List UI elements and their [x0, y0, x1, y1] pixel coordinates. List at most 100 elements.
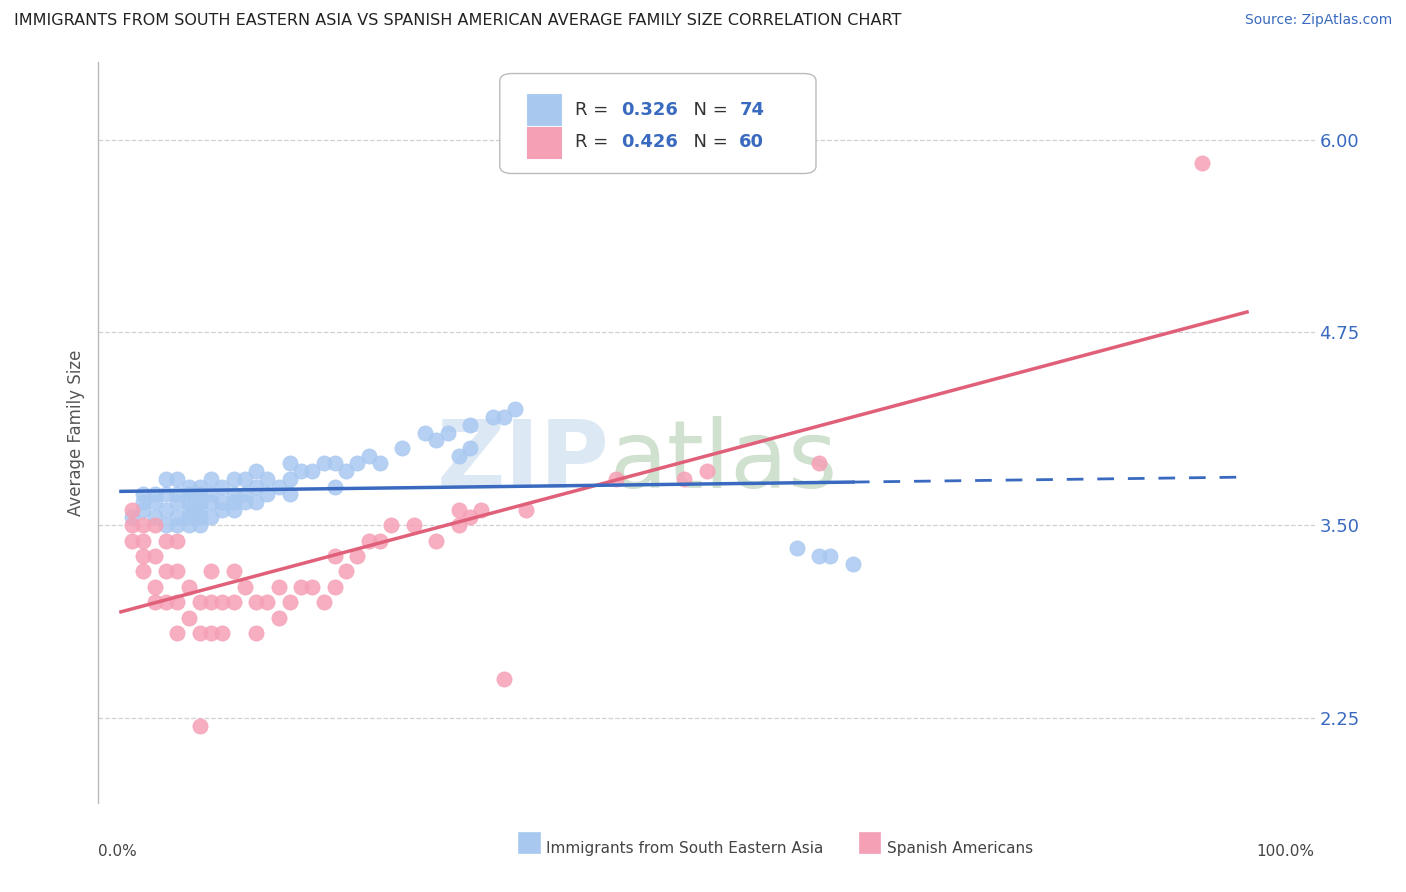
Point [481, 410, 503, 425]
Point [278, 487, 301, 501]
Point [188, 626, 211, 640]
Point [132, 565, 155, 579]
Point [447, 449, 470, 463]
Point [808, 457, 831, 471]
Point [143, 518, 166, 533]
Point [177, 510, 200, 524]
Point [211, 502, 233, 516]
Point [188, 595, 211, 609]
Point [155, 565, 177, 579]
FancyBboxPatch shape [499, 73, 815, 173]
Point [323, 580, 346, 594]
Text: Immigrants from South Eastern Asia: Immigrants from South Eastern Asia [546, 841, 824, 856]
Point [346, 549, 368, 563]
Point [143, 495, 166, 509]
Point [402, 518, 425, 533]
Point [808, 549, 831, 563]
Point [245, 480, 267, 494]
Point [211, 480, 233, 494]
Point [177, 580, 200, 594]
Point [188, 487, 211, 501]
Point [132, 495, 155, 509]
Point [290, 580, 312, 594]
Point [256, 595, 278, 609]
Point [177, 502, 200, 516]
Point [696, 464, 718, 478]
Point [188, 502, 211, 516]
Point [470, 502, 492, 516]
Point [368, 457, 391, 471]
Point [132, 502, 155, 516]
Point [200, 565, 222, 579]
Point [278, 472, 301, 486]
Point [256, 487, 278, 501]
Point [820, 549, 842, 563]
Point [143, 549, 166, 563]
Point [278, 457, 301, 471]
Point [323, 549, 346, 563]
Point [132, 518, 155, 533]
Point [177, 518, 200, 533]
Point [132, 549, 155, 563]
Point [458, 441, 481, 455]
Point [346, 457, 368, 471]
Text: atlas: atlas [609, 417, 838, 508]
Point [256, 472, 278, 486]
Point [605, 472, 627, 486]
Point [155, 533, 177, 548]
Point [166, 533, 188, 548]
Point [515, 502, 537, 516]
Text: R =: R = [575, 134, 614, 152]
Point [312, 595, 335, 609]
Point [222, 472, 245, 486]
Point [425, 533, 447, 548]
Text: 0.426: 0.426 [621, 134, 678, 152]
Point [166, 595, 188, 609]
Point [267, 610, 290, 624]
Point [200, 510, 222, 524]
Point [245, 464, 267, 478]
Point [211, 495, 233, 509]
Point [290, 464, 312, 478]
Point [233, 580, 256, 594]
Point [143, 580, 166, 594]
FancyBboxPatch shape [859, 832, 880, 853]
Text: 0.326: 0.326 [621, 101, 678, 119]
Point [413, 425, 436, 440]
Point [143, 487, 166, 501]
Point [458, 510, 481, 524]
Point [458, 417, 481, 432]
Point [166, 487, 188, 501]
Point [222, 565, 245, 579]
Text: Source: ZipAtlas.com: Source: ZipAtlas.com [1244, 13, 1392, 28]
Point [267, 580, 290, 594]
Point [211, 626, 233, 640]
Point [177, 495, 200, 509]
Point [166, 495, 188, 509]
Point [166, 565, 188, 579]
Point [233, 487, 256, 501]
Point [177, 487, 200, 501]
Point [121, 518, 143, 533]
Point [447, 518, 470, 533]
Point [312, 457, 335, 471]
Point [301, 580, 323, 594]
Point [188, 719, 211, 733]
Point [177, 480, 200, 494]
Point [492, 410, 515, 425]
Point [425, 434, 447, 448]
Point [786, 541, 808, 556]
Y-axis label: Average Family Size: Average Family Size [66, 350, 84, 516]
Point [380, 518, 402, 533]
Text: 100.0%: 100.0% [1257, 844, 1315, 858]
Text: IMMIGRANTS FROM SOUTH EASTERN ASIA VS SPANISH AMERICAN AVERAGE FAMILY SIZE CORRE: IMMIGRANTS FROM SOUTH EASTERN ASIA VS SP… [14, 13, 901, 29]
Point [132, 533, 155, 548]
Point [1191, 155, 1213, 169]
Point [155, 487, 177, 501]
Point [436, 425, 458, 440]
Point [447, 502, 470, 516]
Point [132, 487, 155, 501]
Point [357, 449, 380, 463]
Point [200, 495, 222, 509]
Point [222, 502, 245, 516]
